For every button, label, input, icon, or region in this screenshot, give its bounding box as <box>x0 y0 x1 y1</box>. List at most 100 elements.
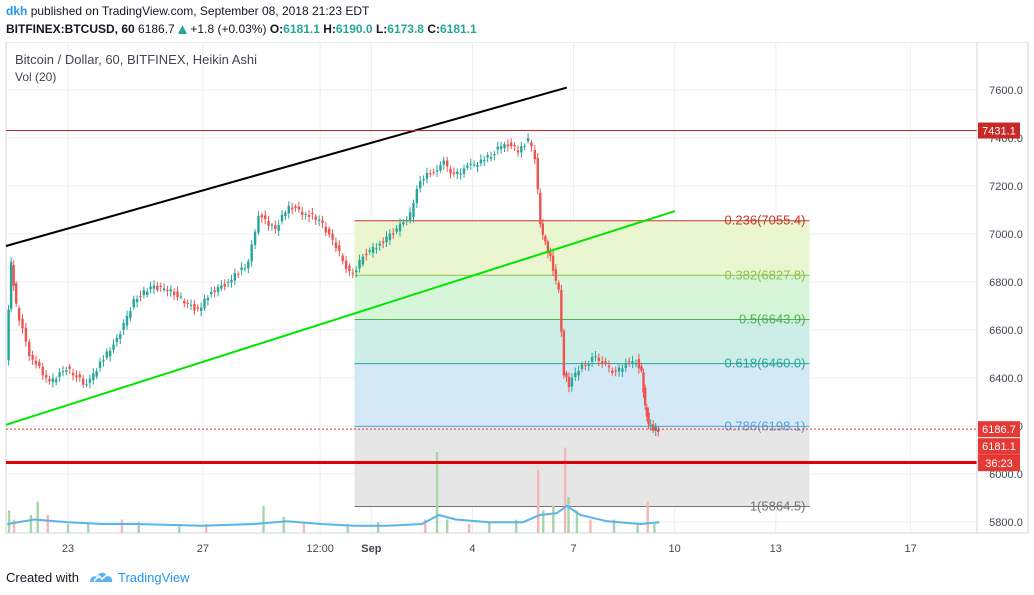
volume-bar <box>515 519 518 533</box>
symbol-info: BITFINEX:BTCUSD, 60 6186.7 +1.8 (+0.03%)… <box>6 22 477 36</box>
price-label: 36:23 <box>985 458 1013 470</box>
candle-body <box>489 157 493 159</box>
candle-body <box>61 371 65 373</box>
time-tick-label: Sep <box>361 543 381 555</box>
created-with-text: Created with <box>6 570 79 585</box>
volume-bar <box>282 516 285 533</box>
candle-body <box>58 372 61 377</box>
candle-body <box>378 243 381 246</box>
candle-body <box>267 220 270 226</box>
volume-label: Vol (20) <box>15 70 56 84</box>
candle-body <box>368 250 371 252</box>
candle-body <box>476 164 479 167</box>
volume-bar <box>137 522 140 533</box>
candle-body <box>513 145 516 147</box>
candle-body <box>415 188 419 204</box>
candle-body <box>311 212 314 215</box>
candle-body <box>68 366 71 369</box>
candle-body <box>243 268 247 270</box>
candle-body <box>408 212 412 221</box>
volume-bar <box>7 510 11 533</box>
candle-body <box>577 370 580 376</box>
candle-body <box>425 172 429 179</box>
candle-body <box>270 224 274 226</box>
fib-level-label: 0.618(6460.0) <box>725 356 806 371</box>
candle-body <box>536 157 539 190</box>
price-tick-label: 7200.0 <box>989 181 1023 193</box>
candle-body <box>375 248 378 250</box>
price-label-box <box>978 421 1020 438</box>
candle-body <box>631 361 634 364</box>
candle-body <box>223 283 226 287</box>
candle-body <box>304 214 307 216</box>
candle-body <box>371 246 375 253</box>
price-chart[interactable]: 0.236(7055.4) 0.382(6827.8) 0.5(6643.9) 0.6… <box>0 42 1034 563</box>
candle-body <box>48 379 51 382</box>
candle-body <box>125 315 129 326</box>
candle-body <box>486 155 489 158</box>
fib-level-label: 0.5(6643.9) <box>739 311 806 326</box>
fib-retracement[interactable]: 0.236(7055.4) 0.382(6827.8) 0.5(6643.9) 0.6… <box>354 213 810 514</box>
tradingview-link[interactable]: TradingView <box>118 570 190 585</box>
footer: Created with TradingView <box>0 563 1034 595</box>
candle-body <box>85 384 88 386</box>
trend-line <box>5 210 675 426</box>
candle-body <box>102 360 105 362</box>
candle-body <box>230 279 233 283</box>
candle-body <box>338 245 341 252</box>
price-series <box>7 133 660 437</box>
candle-body <box>95 371 98 377</box>
price-tick-label: 5800.0 <box>989 517 1023 529</box>
candle-body <box>284 212 287 217</box>
publish-info: dkh published on TradingView.com, Septem… <box>6 4 369 18</box>
candle-body <box>361 256 365 265</box>
candle-body <box>216 286 220 292</box>
publish-text: published on TradingView.com, September … <box>30 4 370 18</box>
candle-body <box>149 286 152 290</box>
candle-body <box>483 160 486 162</box>
volume-bar <box>567 497 570 533</box>
candle-body <box>554 269 558 281</box>
fib-zone <box>354 426 810 507</box>
price-axis[interactable]: 5800.06000.06200.06400.06600.06800.07000… <box>978 85 1023 529</box>
candle-body <box>314 216 317 220</box>
time-axis[interactable]: 23 27 12:00 Sep 4 7 10 13 17 <box>62 543 917 555</box>
drawing-lines[interactable] <box>5 86 977 464</box>
candle-body <box>253 231 257 245</box>
volume-series <box>7 447 660 533</box>
candle-body <box>651 424 655 431</box>
high-value: 6190.0 <box>335 22 373 36</box>
candle-body <box>469 163 472 165</box>
volume-bar <box>575 510 579 533</box>
candle-body <box>328 228 331 235</box>
candle-body <box>115 337 119 342</box>
volume-bar <box>36 501 39 533</box>
candle-body <box>172 291 176 296</box>
candle-body <box>472 164 476 166</box>
fib-level-label: 0.786(6198.1) <box>725 418 806 433</box>
price-label-box <box>978 438 1020 455</box>
candle-body <box>617 367 621 372</box>
candle-body <box>351 272 355 274</box>
price-label: 6181.1 <box>982 441 1016 453</box>
candle-body <box>41 366 44 376</box>
candle-body <box>388 233 392 240</box>
chart-header: dkh published on TradingView.com, Septem… <box>0 0 1034 42</box>
price-label-box <box>978 455 1020 472</box>
candle-body <box>402 222 405 225</box>
candle-body <box>516 150 520 153</box>
candle-body <box>38 361 41 367</box>
price-label-box <box>978 122 1020 139</box>
candle-body <box>645 407 649 417</box>
author-name[interactable]: dkh <box>6 4 28 18</box>
candle-body <box>637 359 641 369</box>
candle-body <box>263 215 267 220</box>
tradingview-logo-icon[interactable] <box>88 568 114 586</box>
candle-body <box>634 363 638 365</box>
low-value: 6173.8 <box>387 22 424 36</box>
candle-body <box>260 215 264 218</box>
volume-bar <box>435 452 439 533</box>
candle-body <box>445 160 449 167</box>
candle-body <box>551 255 555 271</box>
candle-body <box>459 173 462 175</box>
